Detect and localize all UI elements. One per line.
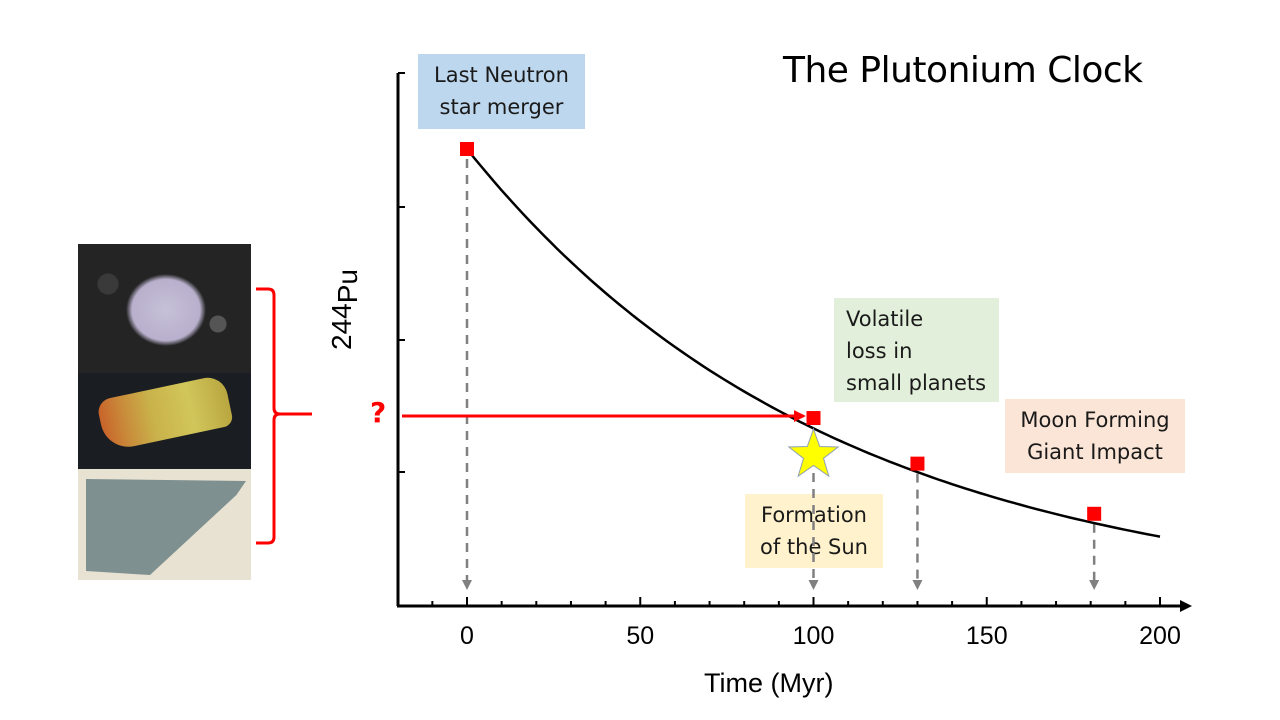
annotation-line: loss in: [846, 339, 913, 363]
rock-sample-photo: [78, 469, 251, 580]
x-tick-label: 100: [792, 622, 835, 650]
annotation-line: Last Neutron: [434, 63, 569, 87]
annotation-neutron-merger: Last Neutron star merger: [418, 54, 585, 129]
chart-title: The Plutonium Clock: [783, 50, 1143, 91]
star-icon: [787, 427, 840, 478]
x-tick-label: 50: [626, 622, 655, 650]
x-tick-label: 150: [965, 622, 1008, 650]
event-marker: [1087, 506, 1102, 521]
annotation-moon-impact: Moon Forming Giant Impact: [1005, 399, 1185, 473]
annotation-line: small planets: [846, 371, 987, 395]
annotation-line: star merger: [439, 95, 564, 119]
brace-top: [256, 287, 312, 416]
crystal-photo: [78, 373, 251, 469]
event-marker: [806, 411, 821, 426]
meteorite-inclusion-photo: [78, 244, 251, 373]
annotation-line: Moon Forming: [1020, 408, 1170, 432]
x-tick-label: 0: [460, 622, 474, 650]
x-tick-label: 200: [1139, 622, 1181, 650]
annotation-volatile-loss: Volatile loss in small planets: [834, 298, 999, 402]
brace-bottom: [256, 412, 281, 545]
x-axis-label: Time (Myr): [704, 668, 834, 698]
event-marker: [460, 142, 474, 156]
question-mark: ?: [370, 396, 387, 429]
annotation-line: Giant Impact: [1027, 440, 1163, 464]
event-marker: [910, 456, 925, 471]
annotation-line: Volatile: [846, 307, 924, 331]
